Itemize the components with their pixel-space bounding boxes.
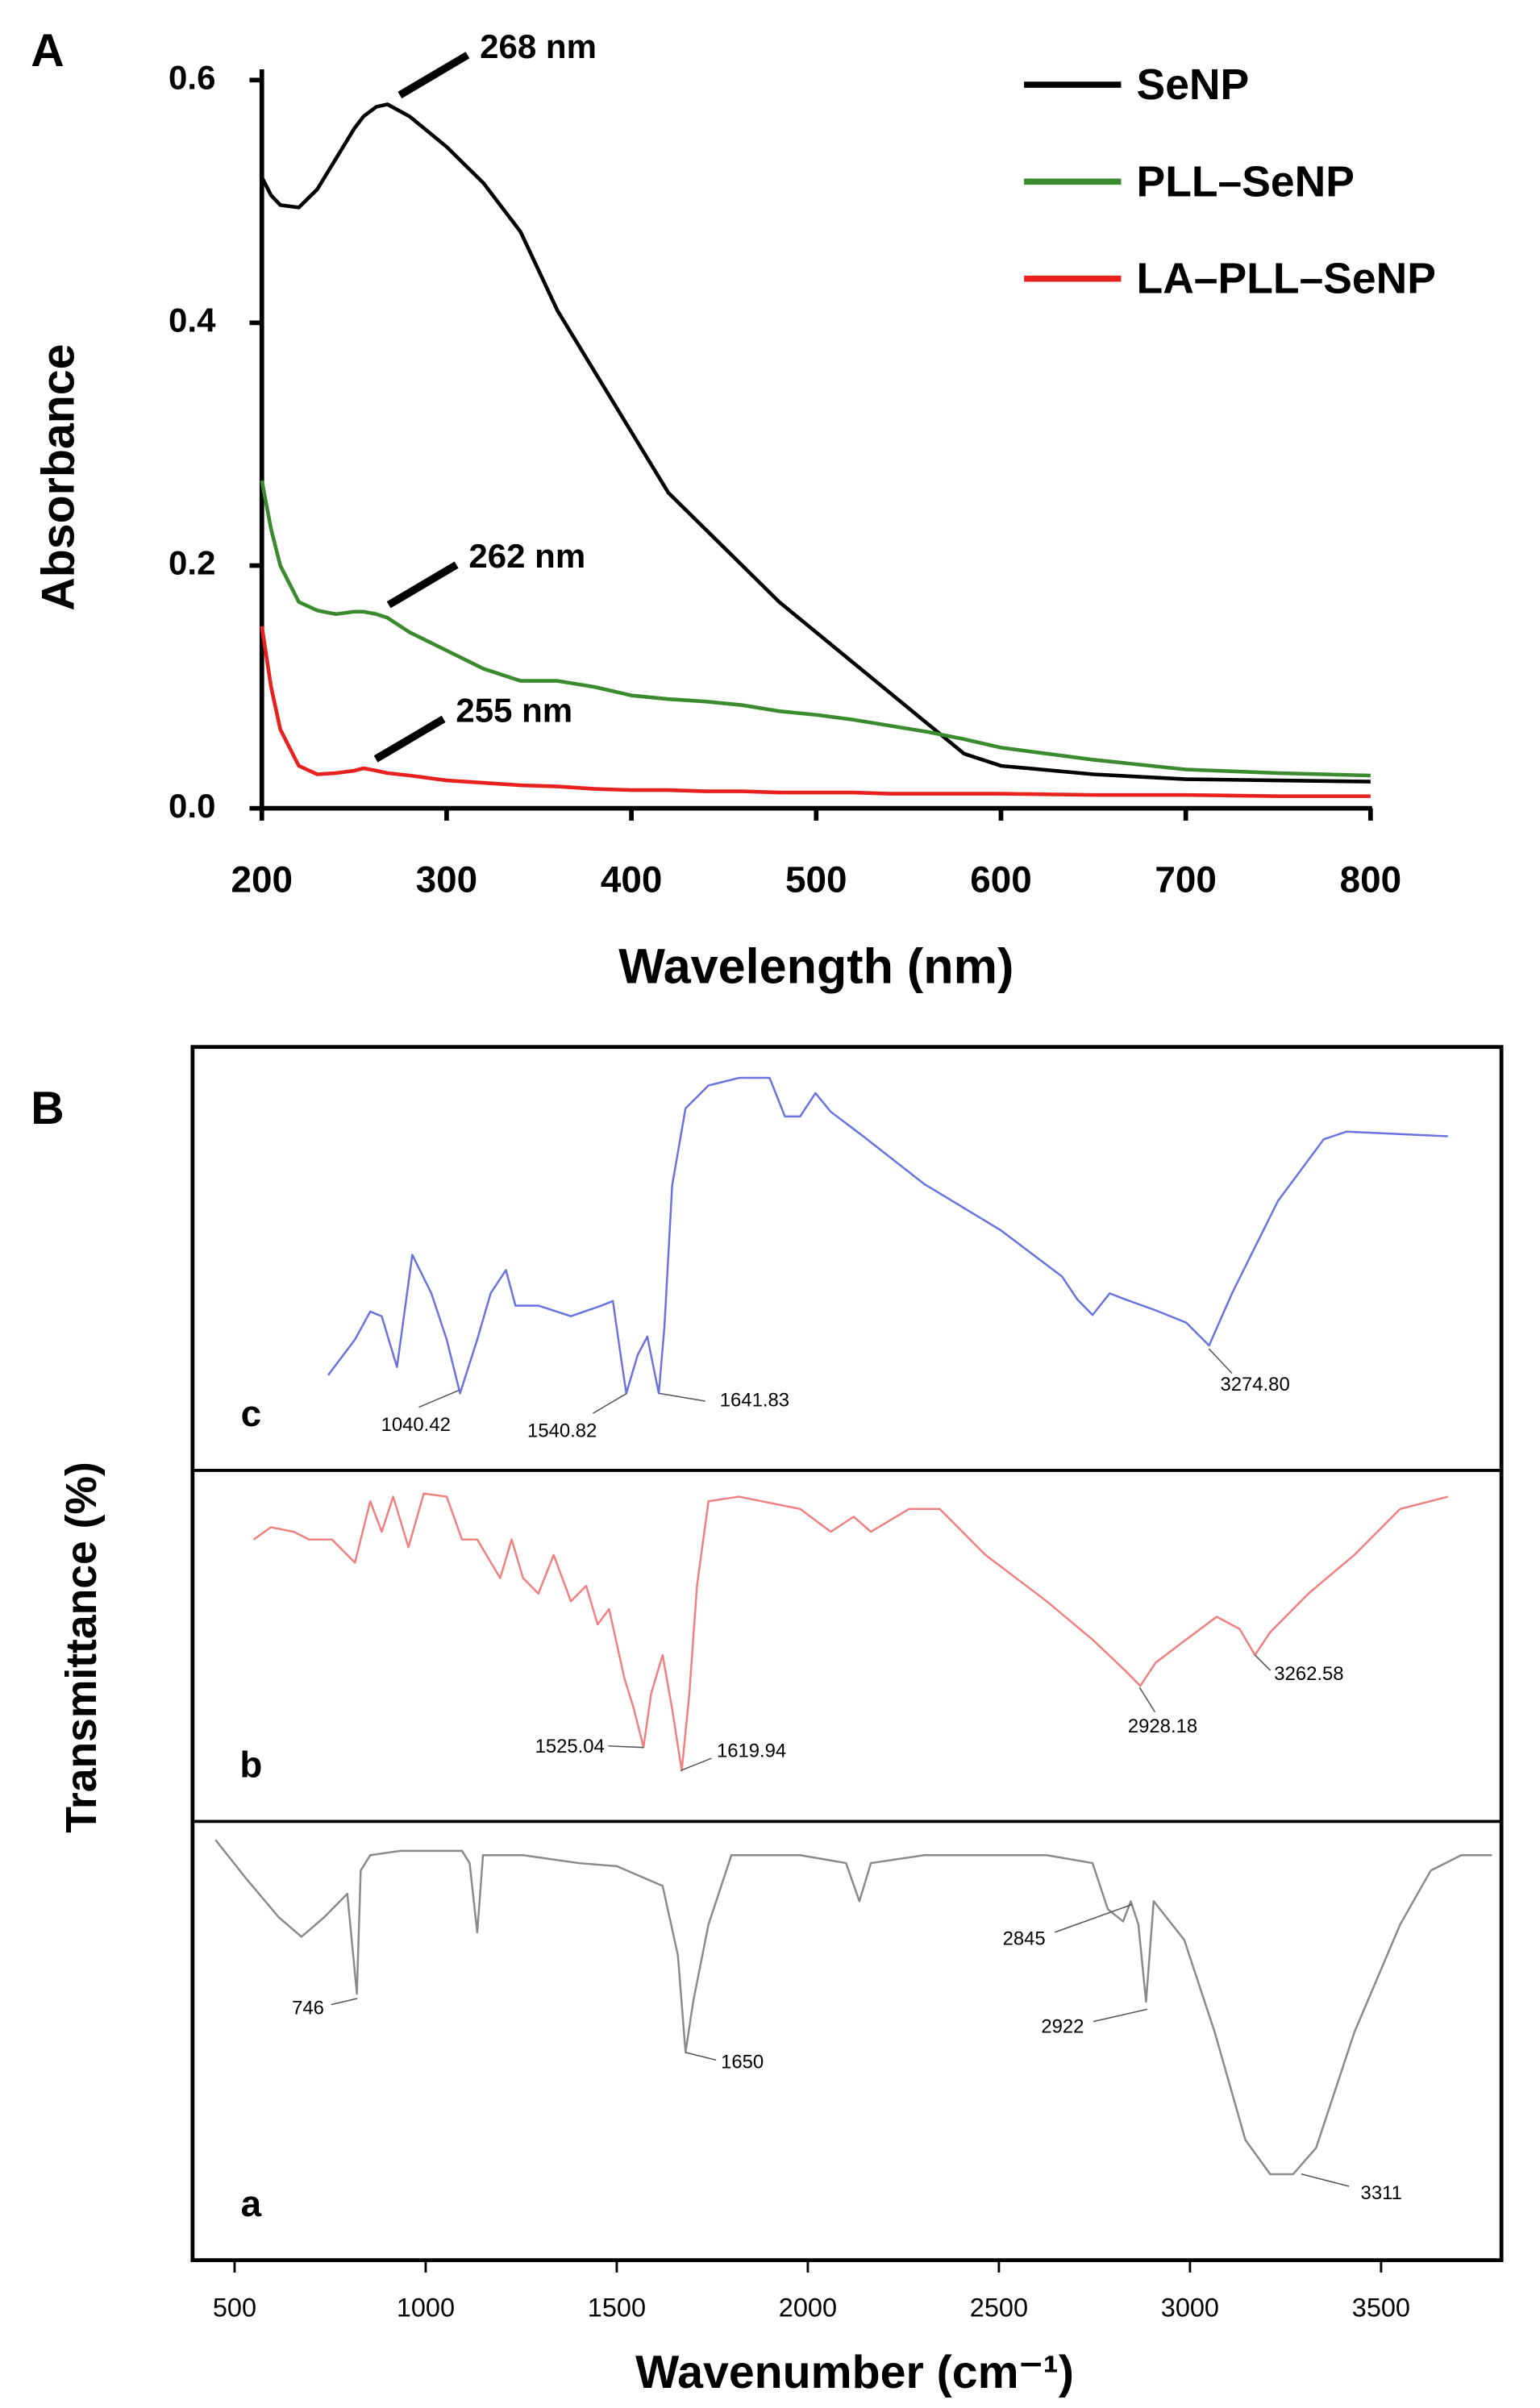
peak-label: 1540.82 [527,1420,597,1441]
peak-label: 2845 [1003,1928,1046,1950]
x-tick-label: 300 [416,859,477,900]
x-tick-label: 700 [1155,859,1216,900]
spectrum-line [252,1492,1449,1772]
spectrum-line [260,626,1371,798]
peak-leader [659,1392,705,1402]
peak-label: 1650 [721,2052,764,2073]
spectrum-line [214,1839,1492,2176]
peak-label: 1040.42 [381,1414,451,1436]
peak-label: 1525.04 [535,1736,605,1757]
x-tick-label: 200 [231,859,293,900]
x-tick-label: 800 [1340,859,1401,900]
x-tick-label: 3000 [1161,2293,1219,2322]
peak-leader [592,1392,627,1414]
x-axis-label: Wavenumber (cm⁻¹) [635,2347,1074,2398]
peak-leader [608,1745,644,1749]
spectrum-line [260,102,1371,784]
peak-label: 746 [292,1998,324,2019]
legend-label: SeNP [1137,61,1250,109]
legend-label: PLL–SeNP [1137,158,1355,206]
peak-leader [418,1389,460,1408]
spectrum-label: a [241,2183,262,2224]
x-tick-label: 600 [970,859,1031,900]
legend-label: LA–PLL–SeNP [1137,256,1436,303]
annotation-pointer [373,715,446,763]
peak-label: 3274.80 [1220,1374,1289,1395]
y-tick-label: 0.4 [169,302,216,339]
x-axis-label: Wavelength (nm) [618,938,1013,993]
spectrum-label: c [241,1393,261,1434]
x-tick-label: 3500 [1352,2293,1410,2322]
peak-label: 1619.94 [717,1740,786,1762]
peak-label: 3311 [1361,2182,1402,2204]
x-tick-label: 2500 [970,2293,1028,2322]
y-tick-label: 0.2 [169,544,215,582]
peak-leader [1093,2008,1148,2023]
annotation-pointer [397,52,470,99]
y-tick-label: 0.0 [169,787,215,825]
panel-label: A [31,25,64,77]
panel-frame [190,1045,1504,2263]
annotation: 268 nm [480,27,597,65]
annotation-pointer [386,561,459,609]
y-tick-label: 0.6 [169,58,215,96]
x-tick-label: 1000 [397,2293,455,2322]
spectrum-line [260,480,1371,778]
annotation: 262 nm [468,537,585,575]
peak-leader [1301,2173,1350,2187]
x-tick-label: 500 [785,859,847,900]
peak-leader [331,1998,358,2006]
peak-leader [1138,1686,1156,1713]
x-tick-label: 500 [213,2293,256,2322]
panel-label: B [31,1083,64,1134]
spectrum-line [327,1076,1448,1395]
peak-label: 2922 [1041,2016,1084,2038]
y-axis-label: Absorbance [33,344,85,611]
x-tick-label: 1500 [588,2293,646,2322]
x-tick-label: 2000 [779,2293,837,2322]
peak-label: 1641.83 [720,1389,789,1411]
peak-leader [680,1757,712,1772]
peak-label: 2928.18 [1128,1716,1197,1737]
peak-label: 3262.58 [1274,1663,1343,1685]
annotation: 255 nm [456,691,572,729]
peak-leader [1255,1654,1272,1671]
y-axis-label: Transmittance (%) [58,1462,106,1833]
peak-leader [1055,1903,1133,1933]
x-tick-label: 400 [601,859,662,900]
peak-leader [1208,1348,1233,1375]
peak-leader [685,2052,717,2061]
spectrum-label: b [239,1745,262,1786]
